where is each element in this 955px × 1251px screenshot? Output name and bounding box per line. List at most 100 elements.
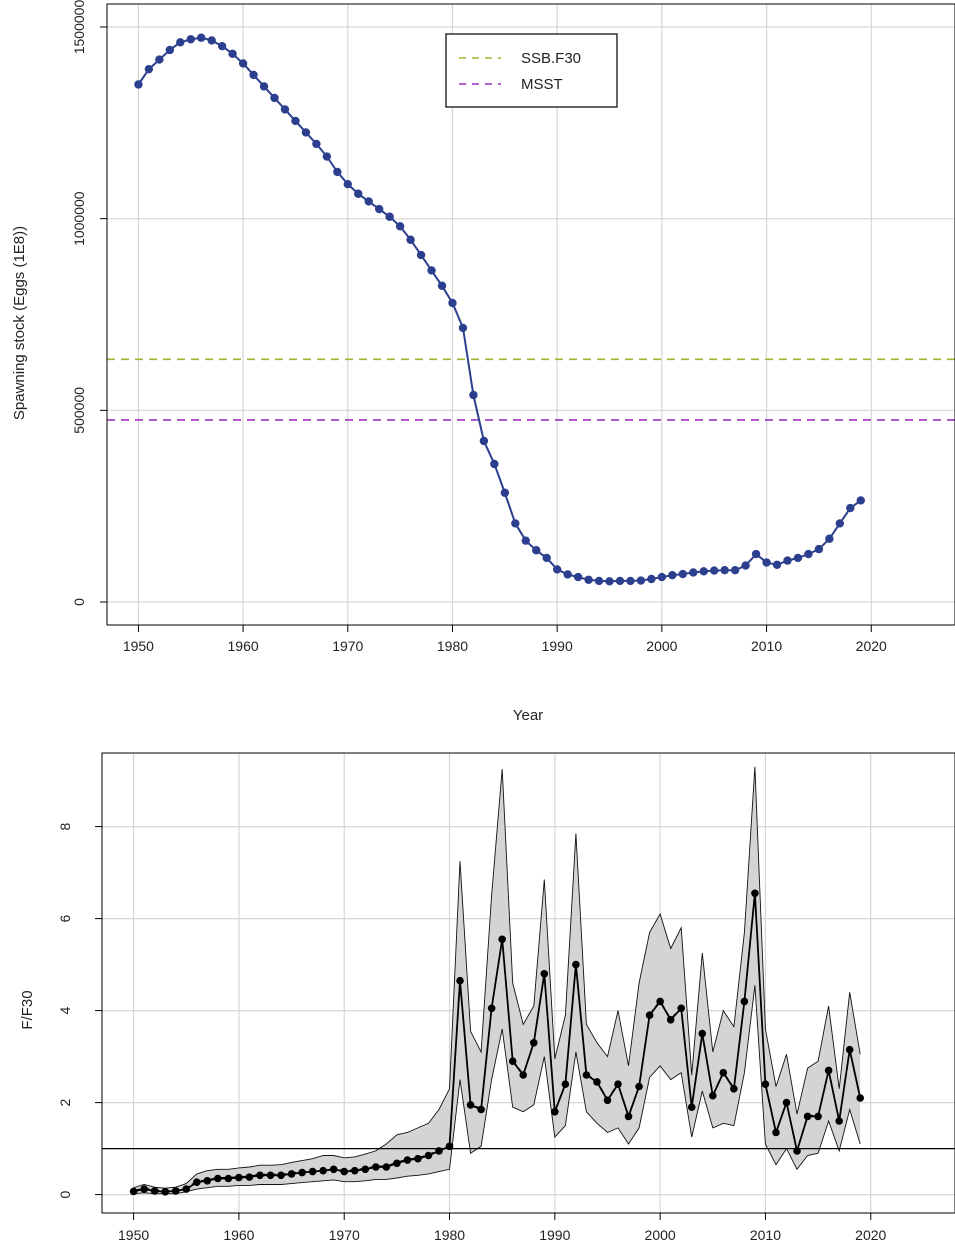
bottom-point-1953 <box>161 1188 169 1196</box>
bottom-point-2019 <box>856 1094 865 1102</box>
top-point-1968 <box>322 152 332 161</box>
top-point-1954 <box>176 38 185 47</box>
top-point-2008 <box>741 561 750 570</box>
top-point-1970 <box>343 179 352 189</box>
bottom-point-1995 <box>603 1096 612 1105</box>
top-point-1963 <box>270 93 279 103</box>
top-point-1981 <box>458 323 468 333</box>
top-xtick-label-2020: 2020 <box>856 638 887 654</box>
bottom-point-1999 <box>645 1011 654 1019</box>
top-xtick-label-2000: 2000 <box>646 638 677 654</box>
top-point-2016 <box>825 534 834 543</box>
top-point-1994 <box>594 576 604 586</box>
bottom-point-1977 <box>414 1154 422 1163</box>
top-point-1959 <box>228 49 237 59</box>
top-ytick-label-1000000: 1000000 <box>71 191 87 246</box>
bottom-point-1964 <box>277 1171 285 1180</box>
legend-box <box>445 33 618 108</box>
bottom-point-1957 <box>203 1177 212 1185</box>
bottom-point-2008 <box>740 997 749 1006</box>
bottom-ytick-label-4: 4 <box>57 1006 73 1014</box>
bottom-point-1973 <box>372 1163 380 1171</box>
top-point-1988 <box>532 546 541 555</box>
bottom-point-1991 <box>561 1080 570 1088</box>
bottom-point-1960 <box>235 1173 243 1182</box>
bottom-point-2004 <box>698 1029 707 1038</box>
top-xtick-label-1960: 1960 <box>228 638 259 654</box>
bottom-point-1968 <box>319 1166 327 1175</box>
bottom-xtick-label-1970: 1970 <box>329 1227 360 1243</box>
top-point-1964 <box>280 105 290 114</box>
top-point-2019 <box>856 496 865 505</box>
top-ssb-series <box>134 33 865 586</box>
top-point-1960 <box>238 59 248 68</box>
bottom-point-1981 <box>456 976 464 985</box>
top-point-1967 <box>312 139 321 149</box>
top-point-1951 <box>144 64 154 74</box>
top-point-1953 <box>165 45 175 55</box>
top-point-1990 <box>552 565 562 574</box>
top-xtick-label-1980: 1980 <box>437 638 468 654</box>
bottom-band-fill <box>133 766 861 1194</box>
bottom-point-1992 <box>572 960 580 969</box>
top-point-1983 <box>479 436 489 446</box>
bottom-point-1954 <box>171 1187 180 1195</box>
bottom-xtick-label-2000: 2000 <box>645 1227 676 1243</box>
top-point-1987 <box>521 536 530 545</box>
bottom-point-1988 <box>529 1039 538 1047</box>
bottom-ytick-label-0: 0 <box>57 1190 73 1198</box>
top-reference-lines <box>107 358 955 421</box>
top-point-1958 <box>217 41 227 51</box>
bottom-xtick-label-2020: 2020 <box>855 1227 886 1243</box>
bottom-point-2003 <box>687 1103 696 1111</box>
bottom-point-1998 <box>635 1082 643 1091</box>
top-point-2004 <box>699 567 708 576</box>
bottom-band-upper <box>133 766 861 1189</box>
bottom-point-1984 <box>487 1004 496 1013</box>
top-point-2000 <box>657 572 667 582</box>
bottom-point-1952 <box>150 1187 159 1195</box>
bottom-point-1967 <box>308 1167 317 1176</box>
bottom-point-1974 <box>382 1163 391 1171</box>
bottom-point-1962 <box>256 1171 264 1180</box>
bottom-point-1965 <box>287 1170 296 1178</box>
bottom-confidence-band <box>133 766 861 1195</box>
bottom-series-dashed <box>133 892 861 1192</box>
bottom-point-1996 <box>614 1080 622 1088</box>
bottom-ytick-label-2: 2 <box>57 1098 73 1106</box>
bottom-point-2000 <box>656 997 664 1006</box>
bottom-point-1980 <box>445 1142 454 1151</box>
bottom-point-1955 <box>182 1185 191 1193</box>
bottom-point-2002 <box>677 1004 685 1013</box>
top-axis-ticks: 1950 1960 1970 1980 1990 2000 2010 2020 0 500000 1… <box>71 0 887 654</box>
top-point-2013 <box>793 553 803 563</box>
bottom-point-2015 <box>814 1112 822 1121</box>
bottom-band-lower <box>133 985 861 1195</box>
bottom-point-1966 <box>298 1168 306 1177</box>
top-ytick-label-500000: 500000 <box>71 387 87 434</box>
bottom-point-2007 <box>730 1085 738 1093</box>
top-point-1956 <box>197 33 206 42</box>
top-point-1979 <box>437 281 447 290</box>
top-point-1985 <box>500 488 510 497</box>
bottom-xtick-label-1950: 1950 <box>118 1227 149 1243</box>
top-point-2002 <box>678 569 688 579</box>
bottom-point-1972 <box>361 1165 370 1174</box>
bottom-point-2013 <box>793 1147 801 1155</box>
bottom-point-1961 <box>245 1173 254 1181</box>
top-point-1973 <box>374 204 384 214</box>
top-x-axis-label: Year <box>513 707 543 724</box>
top-plot-frame <box>106 3 955 626</box>
top-point-1996 <box>615 576 625 586</box>
bottom-point-1969 <box>329 1165 338 1174</box>
bottom-point-1982 <box>466 1101 475 1109</box>
bottom-point-1976 <box>403 1156 412 1164</box>
bottom-point-1970 <box>340 1167 349 1176</box>
top-point-2005 <box>710 566 719 575</box>
top-ytick-label-1500000: 1500000 <box>71 0 87 54</box>
top-point-2014 <box>804 549 813 559</box>
bottom-point-1994 <box>593 1078 601 1086</box>
bottom-point-1959 <box>224 1174 233 1183</box>
top-point-2001 <box>668 570 677 580</box>
